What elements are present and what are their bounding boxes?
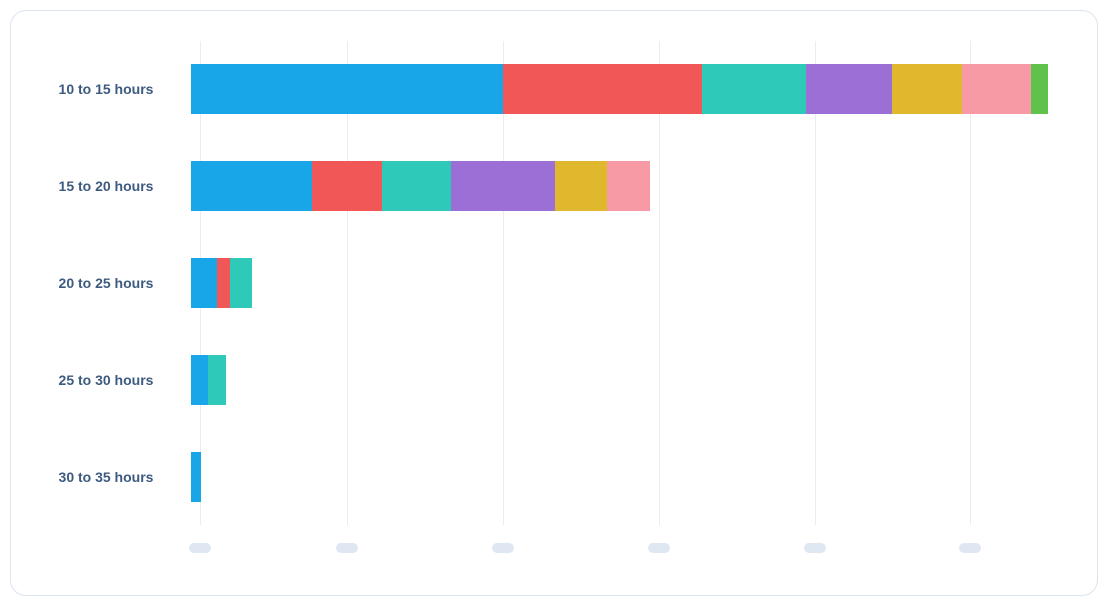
x-tick-pill xyxy=(804,543,826,553)
bar-segment-blue xyxy=(191,452,201,502)
bar-segment-red xyxy=(217,258,230,308)
x-tick-pill xyxy=(648,543,670,553)
chart-card: 10 to 15 hours 15 to 20 hours 20 to 25 hou… xyxy=(10,10,1098,596)
bar-segment-teal xyxy=(230,258,252,308)
bar-segment-pink xyxy=(962,64,1031,114)
bar-segment-purple xyxy=(806,64,893,114)
bar-segment-blue xyxy=(191,355,208,405)
bar-segment-blue xyxy=(191,64,503,114)
bar-row: 25 to 30 hours xyxy=(31,355,1057,405)
bar-segment-teal xyxy=(382,161,451,211)
bar-track xyxy=(191,258,1057,308)
bar-segment-teal xyxy=(702,64,806,114)
chart-area: 10 to 15 hours 15 to 20 hours 20 to 25 hou… xyxy=(31,41,1057,565)
row-label: 20 to 25 hours xyxy=(31,275,191,291)
bar-segment-gold xyxy=(892,64,961,114)
x-tick-pill xyxy=(492,543,514,553)
bar-track xyxy=(191,452,1057,502)
bar-segment-purple xyxy=(451,161,555,211)
bar-row: 20 to 25 hours xyxy=(31,258,1057,308)
bar-segment-blue xyxy=(191,258,217,308)
bar-row: 10 to 15 hours xyxy=(31,64,1057,114)
bar-segment-red xyxy=(312,161,381,211)
bar-segment-gold xyxy=(555,161,607,211)
row-label: 15 to 20 hours xyxy=(31,178,191,194)
bar-segment-pink xyxy=(607,161,650,211)
bar-segment-green xyxy=(1031,64,1048,114)
row-label: 10 to 15 hours xyxy=(31,81,191,97)
x-axis xyxy=(191,535,1057,565)
row-label: 30 to 35 hours xyxy=(31,469,191,485)
x-tick-pill xyxy=(959,543,981,553)
x-tick-pill xyxy=(336,543,358,553)
bar-segment-teal xyxy=(208,355,225,405)
bar-row: 30 to 35 hours xyxy=(31,452,1057,502)
bar-track xyxy=(191,161,1057,211)
bar-segment-blue xyxy=(191,161,312,211)
x-tick-pill xyxy=(189,543,211,553)
bar-track xyxy=(191,64,1057,114)
bar-row: 15 to 20 hours xyxy=(31,161,1057,211)
bar-segment-red xyxy=(503,64,702,114)
row-label: 25 to 30 hours xyxy=(31,372,191,388)
bar-track xyxy=(191,355,1057,405)
bar-rows: 10 to 15 hours 15 to 20 hours 20 to 25 hou… xyxy=(31,41,1057,525)
